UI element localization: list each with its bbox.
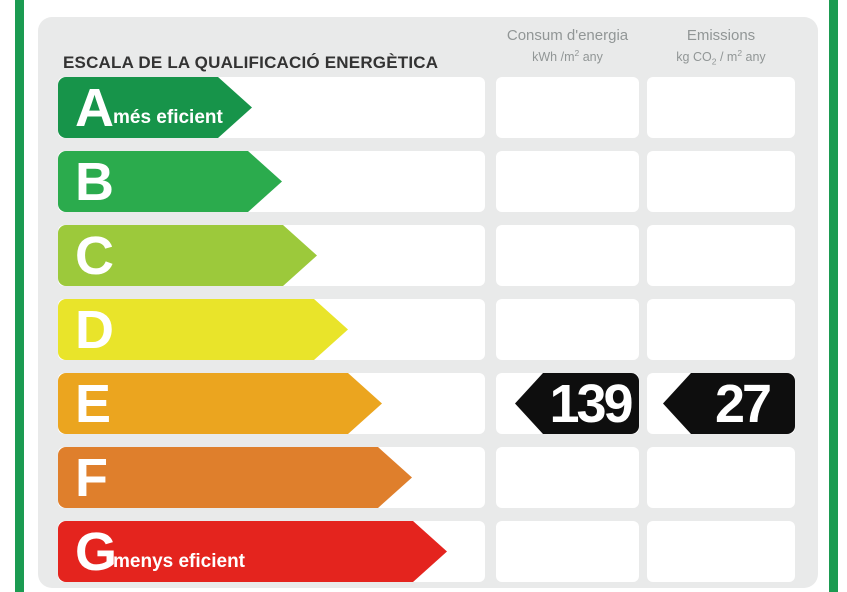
scale-title: ESCALA DE LA QUALIFICACIÓ ENERGÈTICA <box>63 53 439 72</box>
emissions-value: 27 <box>714 373 772 434</box>
rating-letter-e: E <box>75 373 112 434</box>
green-frame-right <box>829 0 838 592</box>
rating-bar-cell-c: C <box>58 225 485 286</box>
rating-row-f: F <box>58 447 795 508</box>
emissions-column-header: Emissions kg CO2 / m2 any <box>647 26 795 71</box>
rating-arrow-c: C <box>58 225 317 286</box>
consum-cell-b <box>496 151 639 212</box>
emissions-value-tag: 27 <box>663 373 795 434</box>
consum-cell-c <box>496 225 639 286</box>
emissions-cell-a <box>647 77 795 138</box>
rating-arrow-f: F <box>58 447 412 508</box>
green-frame-left <box>15 0 24 592</box>
consum-cell-d <box>496 299 639 360</box>
emissions-column-unit: kg CO2 / m2 any <box>676 48 766 67</box>
consum-column-header: Consum d'energia kWh /m2 any <box>496 26 639 66</box>
emissions-column-label: Emissions <box>686 27 756 44</box>
consum-column-unit: kWh /m2 any <box>532 48 603 65</box>
rating-rows: A més eficient B C <box>58 77 795 582</box>
rating-bar-cell-e: E <box>58 373 485 434</box>
rating-bar-cell-f: F <box>58 447 485 508</box>
emissions-cell-f <box>647 447 795 508</box>
consum-cell-e: 139 <box>496 373 639 434</box>
rating-arrow-g: G menys eficient <box>58 521 447 582</box>
rating-row-e: E 139 27 <box>58 373 795 434</box>
rating-arrow-b: B <box>58 151 282 212</box>
consum-value-tag: 139 <box>515 373 639 434</box>
rating-row-b: B <box>58 151 795 212</box>
emissions-cell-e: 27 <box>647 373 795 434</box>
rating-bar-cell-a: A més eficient <box>58 77 485 138</box>
rating-letter-b: B <box>75 151 114 212</box>
rating-letter-g: G <box>75 521 118 582</box>
consum-cell-f <box>496 447 639 508</box>
consum-cell-g <box>496 521 639 582</box>
rating-arrow-e: E <box>58 373 382 434</box>
rating-row-c: C <box>58 225 795 286</box>
consum-column-label: Consum d'energia <box>506 27 629 44</box>
emissions-cell-b <box>647 151 795 212</box>
emissions-cell-g <box>647 521 795 582</box>
emissions-cell-c <box>647 225 795 286</box>
rating-row-d: D <box>58 299 795 360</box>
rating-bar-cell-g: G menys eficient <box>58 521 485 582</box>
rating-row-a: A més eficient <box>58 77 795 138</box>
rating-row-g: G menys eficient <box>58 521 795 582</box>
rating-arrow-a: A més eficient <box>58 77 252 138</box>
rating-bar-cell-d: D <box>58 299 485 360</box>
rating-letter-f: F <box>75 447 108 508</box>
rating-letter-a: A <box>75 77 114 138</box>
rating-letter-c: C <box>75 225 114 286</box>
emissions-cell-d <box>647 299 795 360</box>
rating-arrow-d: D <box>58 299 348 360</box>
consum-value: 139 <box>549 373 633 434</box>
energy-scale-panel: ESCALA DE LA QUALIFICACIÓ ENERGÈTICA Con… <box>38 17 818 588</box>
rating-note-g: menys eficient <box>113 551 245 572</box>
rating-note-a: més eficient <box>113 107 223 128</box>
rating-letter-d: D <box>75 299 114 360</box>
rating-bar-cell-b: B <box>58 151 485 212</box>
consum-cell-a <box>496 77 639 138</box>
